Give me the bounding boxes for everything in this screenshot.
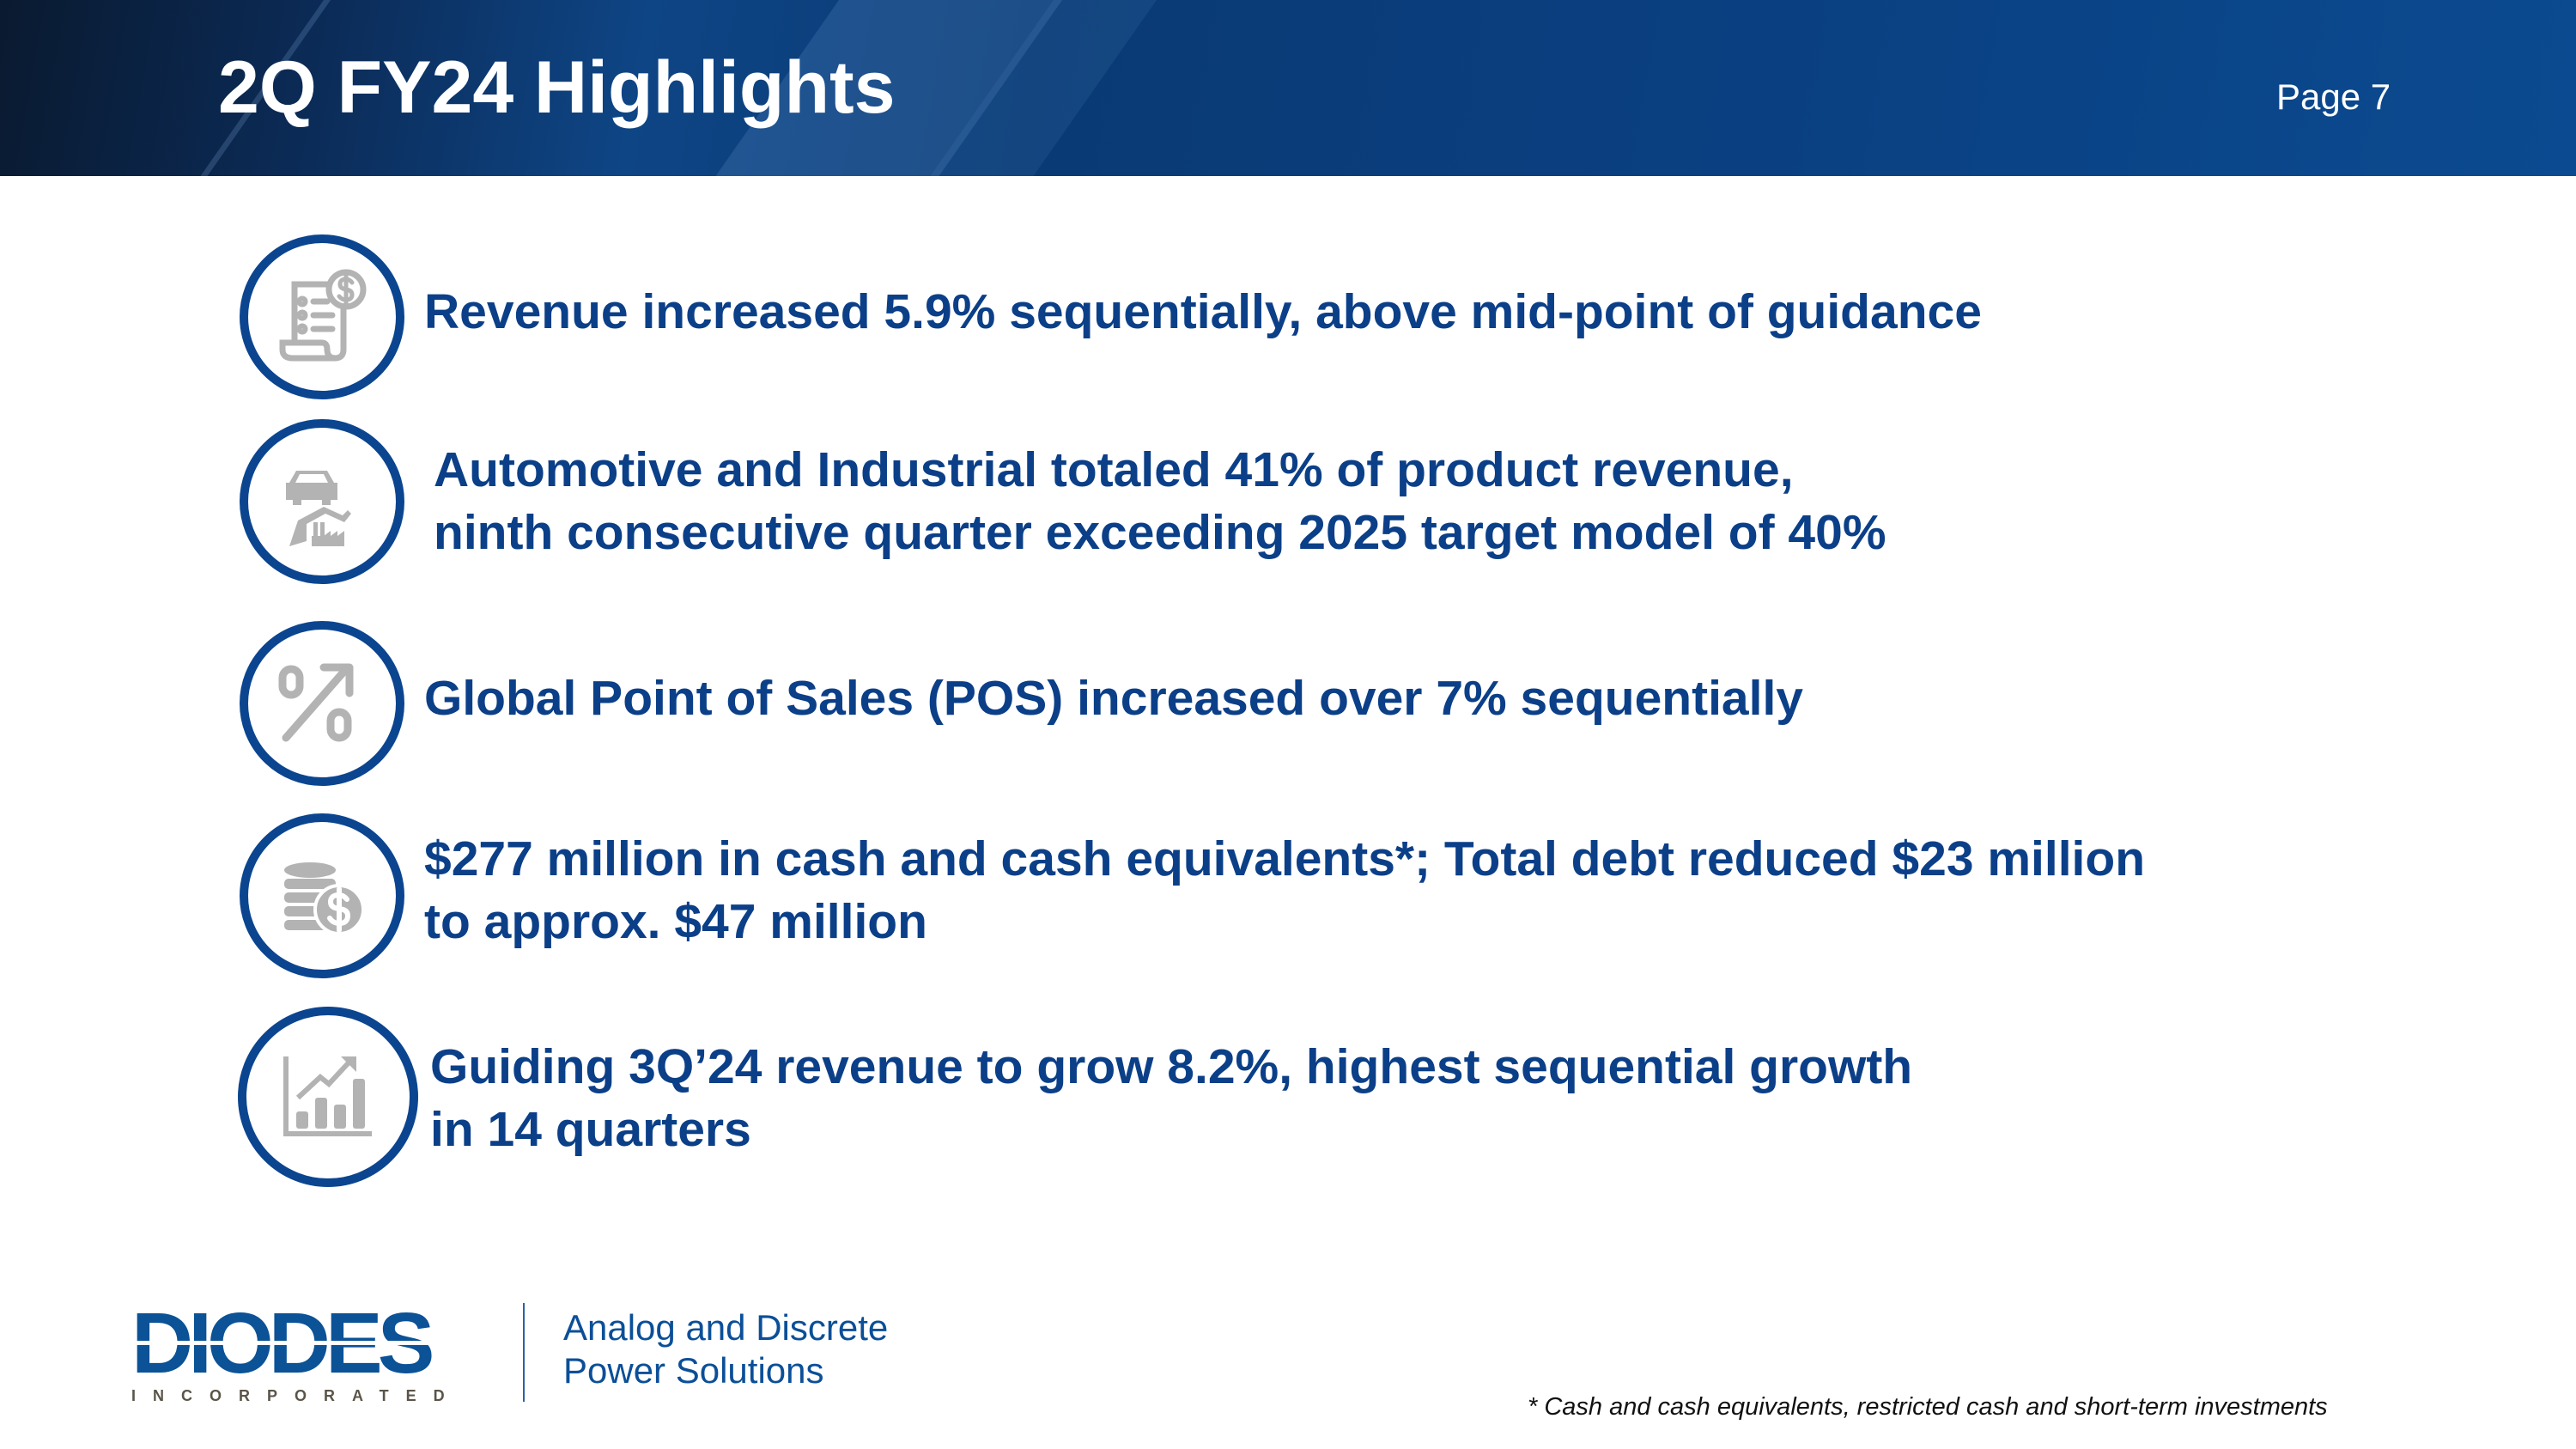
highlight-cash-debt-line-1: $277 million in cash and cash equivalent…: [424, 831, 2146, 886]
highlight-guidance-line-2: in 14 quarters: [430, 1102, 751, 1157]
percent-up-arrow-icon: [240, 621, 404, 786]
diodes-logo-subtext: INCORPORATED: [131, 1387, 462, 1404]
page-title: 2Q FY24 Highlights: [218, 46, 896, 129]
highlight-pos-line-1: Global Point of Sales (POS) increased ov…: [424, 671, 1803, 726]
highlight-revenue-line-1: Revenue increased 5.9% sequentially, abo…: [424, 284, 1982, 339]
highlight-auto-industrial-line-2: ninth consecutive quarter exceeding 2025…: [434, 505, 1886, 560]
highlight-guidance-line-1: Guiding 3Q’24 revenue to grow 8.2%, high…: [430, 1039, 1913, 1094]
footer-divider: [523, 1303, 525, 1402]
tagline-line-1: Analog and Discrete: [563, 1307, 889, 1348]
header-banner: 2Q FY24 Highlights Page 7: [0, 0, 2576, 176]
highlight-auto-industrial-line-1: Automotive and Industrial totaled 41% of…: [434, 442, 1794, 497]
bar-chart-growth-icon: [238, 1007, 418, 1187]
highlight-cash-debt-line-2: to approx. $47 million: [424, 894, 927, 949]
footnote: * Cash and cash equivalents, restricted …: [1528, 1393, 2328, 1421]
coins-dollar-icon: [240, 813, 404, 978]
car-factory-icon: [240, 419, 404, 584]
tagline-line-2: Power Solutions: [563, 1350, 824, 1391]
invoice-dollar-icon: [240, 234, 404, 399]
logo-arrow-stripe: [131, 1341, 483, 1345]
page-number: Page 7: [2276, 76, 2391, 117]
